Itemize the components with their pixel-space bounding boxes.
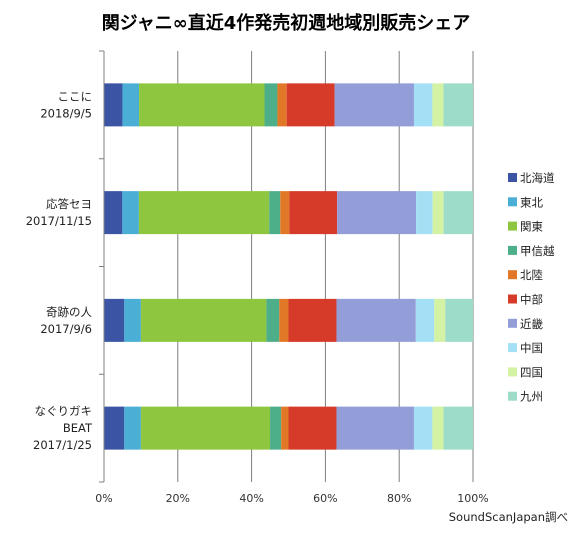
bar-segment — [432, 191, 444, 235]
category-label: ここに — [58, 89, 93, 103]
legend-swatch — [508, 318, 517, 328]
bar-segment — [122, 191, 139, 235]
category-label: BEAT — [63, 421, 93, 435]
bar-segment — [281, 406, 289, 450]
bar-segment — [432, 83, 444, 127]
category-label: 2017/9/6 — [40, 322, 92, 336]
bar-segment — [413, 406, 433, 450]
legend-swatch — [508, 367, 517, 377]
bar-segment — [434, 298, 446, 342]
category-label: 2017/1/25 — [33, 438, 92, 452]
bar-segment — [415, 298, 435, 342]
bar-segment — [443, 406, 473, 450]
bar-segment — [336, 298, 416, 342]
bar-segment — [336, 406, 414, 450]
bar-segment — [288, 406, 337, 450]
x-tick-label: 60% — [313, 492, 337, 505]
x-tick-label: 20% — [166, 492, 190, 505]
bar-segment — [124, 298, 141, 342]
bar-segment — [443, 191, 473, 235]
bar-segment — [279, 298, 289, 342]
legend-label: 甲信越 — [520, 244, 555, 258]
legend-label: 北海道 — [520, 171, 555, 185]
legend-swatch — [508, 343, 517, 353]
bar-segment — [286, 83, 335, 127]
legend-label: 九州 — [520, 390, 543, 404]
axis-layer: 0% 20% 40% 60% 80% 100% — [95, 50, 489, 505]
bars-layer — [104, 83, 473, 450]
legend-swatch — [508, 173, 517, 182]
bar-segment — [445, 298, 473, 342]
bar-segment — [270, 406, 282, 450]
legend-label: 四国 — [520, 365, 543, 379]
legend-swatch — [508, 270, 517, 280]
legend-label: 北陸 — [520, 268, 543, 282]
source-note: SoundScanJapan調べ — [449, 510, 568, 524]
bar-segment — [432, 406, 444, 450]
legend-label: 関東 — [520, 220, 543, 234]
bar-segment — [140, 298, 267, 342]
x-tick-label: 80% — [387, 492, 411, 505]
x-tick-label: 40% — [239, 492, 263, 505]
category-label: 2017/11/15 — [26, 214, 92, 228]
bar-segment — [269, 191, 281, 235]
chart-title: 関ジャニ∞直近4作発売初週地域別販売シェア — [102, 12, 471, 34]
legend-swatch — [508, 197, 517, 207]
x-tick-label: 100% — [457, 492, 488, 505]
legend-label: 中部 — [520, 293, 543, 307]
category-label: 奇跡の人 — [46, 305, 92, 319]
legend-label: 近畿 — [520, 317, 543, 331]
bar-segment — [337, 191, 417, 235]
bar-segment — [277, 83, 287, 127]
category-label: 応答セヨ — [46, 197, 92, 211]
bar-segment — [334, 83, 414, 127]
bar-segment — [413, 83, 433, 127]
category-labels: ここに 2018/9/5 応答セヨ 2017/11/15 奇跡の人 2017/9/6 なぐり… — [26, 89, 93, 452]
bar-segment — [266, 298, 280, 342]
bar-segment — [416, 191, 433, 235]
bar-segment — [104, 298, 125, 342]
bar-segment — [104, 191, 123, 235]
legend-label: 東北 — [520, 195, 543, 209]
bar-segment — [122, 83, 140, 127]
bar-segment — [104, 83, 123, 127]
bar-segment — [139, 83, 265, 127]
category-label: なぐりガキ — [35, 404, 93, 418]
bar-segment — [289, 191, 338, 235]
x-tick-label: 0% — [95, 492, 112, 505]
legend-label: 中国 — [520, 341, 543, 355]
bar-segment — [288, 298, 337, 342]
legend-swatch — [508, 294, 517, 304]
bar-segment — [138, 191, 270, 235]
legend-swatch — [508, 221, 517, 231]
legend-swatch — [508, 391, 517, 401]
bar-segment — [124, 406, 141, 450]
legend-swatch — [508, 245, 517, 255]
category-label: 2018/9/5 — [40, 106, 92, 120]
bar-segment — [104, 406, 125, 450]
bar-segment — [443, 83, 473, 127]
bar-segment — [264, 83, 278, 127]
bar-segment — [280, 191, 290, 235]
bar-segment — [140, 406, 271, 450]
